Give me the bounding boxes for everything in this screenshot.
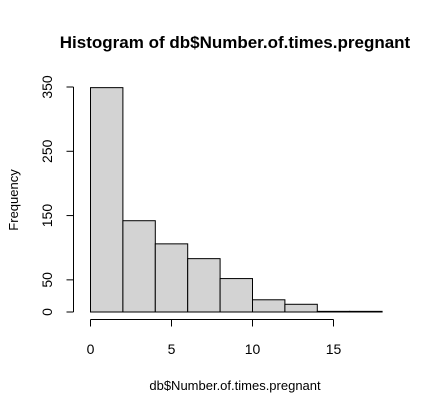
x-axis-label: db$Number.of.times.pregnant <box>149 378 321 393</box>
bar-2 <box>154 243 189 313</box>
bars-group <box>90 87 383 313</box>
x-tick-label-2: 10 <box>245 341 261 357</box>
y-tick-label-3: 250 <box>39 139 55 163</box>
bar-6 <box>284 303 318 313</box>
bar-1 <box>122 220 156 313</box>
x-tick-label-0: 0 <box>87 341 95 357</box>
y-tick-label-0: 0 <box>39 308 55 316</box>
y-tick-label-2: 150 <box>39 204 55 228</box>
y-axis-label: Frequency <box>6 169 21 231</box>
y-tick-label-4: 350 <box>39 75 55 99</box>
x-tick-label-3: 15 <box>326 341 342 357</box>
y-tick-label-1: 50 <box>39 272 55 288</box>
bar-0 <box>90 87 124 313</box>
bar-4 <box>219 278 254 313</box>
x-axis: 0 5 10 15 <box>87 319 342 357</box>
bar-3 <box>187 258 221 313</box>
bar-8 <box>349 310 383 313</box>
x-tick-label-1: 5 <box>168 341 176 357</box>
bar-7 <box>316 310 351 313</box>
y-axis: 0 50 150 250 350 <box>39 75 74 316</box>
bar-5 <box>252 299 286 313</box>
chart-title: Histogram of db$Number.of.times.pregnant <box>60 33 411 52</box>
